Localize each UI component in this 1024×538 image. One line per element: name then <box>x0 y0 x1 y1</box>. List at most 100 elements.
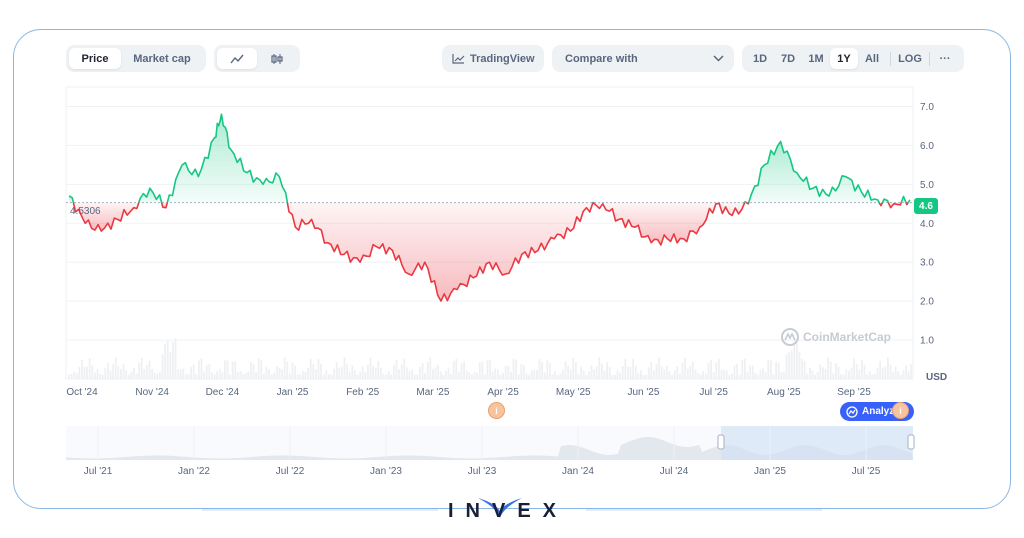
volume-bar <box>874 373 876 379</box>
log-toggle[interactable]: LOG <box>898 52 922 65</box>
volume-bar <box>159 372 161 379</box>
volume-bar <box>871 374 874 379</box>
volume-bar <box>296 374 299 379</box>
volume-bar <box>166 340 169 379</box>
volume-bar <box>725 370 728 379</box>
coinmarketcap-watermark: CoinMarketCap <box>781 328 891 346</box>
volume-bar <box>265 366 268 379</box>
volume-bar <box>343 357 346 379</box>
volume-bar <box>211 372 213 379</box>
volume-bar <box>876 367 879 379</box>
volume-bar <box>312 364 315 379</box>
range-all[interactable]: All <box>864 52 880 65</box>
volume-bar <box>686 368 689 379</box>
volume-bar <box>538 359 541 379</box>
divider <box>890 51 891 66</box>
volume-bar <box>827 357 829 379</box>
volume-bar <box>754 372 757 379</box>
volume-bar <box>842 374 845 379</box>
volume-bar <box>195 374 198 379</box>
volume-bar <box>858 369 861 379</box>
volume-bar <box>455 358 458 379</box>
event-marker-icon[interactable]: i <box>488 402 505 419</box>
area-below-reference <box>593 202 745 245</box>
line-chart-button[interactable] <box>217 48 257 69</box>
price-tab[interactable]: Price <box>69 48 121 69</box>
volume-bar <box>822 367 824 379</box>
volume-bar <box>497 369 499 379</box>
volume-bar <box>499 374 502 379</box>
x-tick-label: Aug '25 <box>767 387 801 398</box>
range-1m[interactable]: 1M <box>808 52 824 65</box>
volume-bar <box>244 373 247 379</box>
volume-bar <box>549 362 551 379</box>
volume-bar <box>174 338 177 379</box>
overview-selection <box>721 426 913 460</box>
volume-bar <box>468 372 471 379</box>
volume-bar <box>666 365 668 379</box>
volume-bar <box>650 362 653 379</box>
more-options-button[interactable]: ··· <box>939 52 951 65</box>
volume-bar <box>543 372 546 379</box>
volume-bar <box>731 373 733 379</box>
volume-bar <box>221 372 224 379</box>
volume-bar <box>161 354 164 379</box>
volume-bar <box>606 362 608 379</box>
chart-line-icon <box>452 54 465 64</box>
volume-bar <box>556 374 559 379</box>
volume-bar <box>127 374 130 379</box>
volume-bar <box>733 365 736 379</box>
volume-bar <box>569 369 572 379</box>
range-1d[interactable]: 1D <box>752 52 768 65</box>
marketcap-tab[interactable]: Market cap <box>133 52 191 65</box>
compare-select[interactable]: Compare with <box>552 45 734 72</box>
volume-bar <box>770 360 772 379</box>
volume-bar <box>494 368 497 379</box>
volume-bar <box>182 368 185 379</box>
volume-bar <box>203 371 205 379</box>
volume-bar <box>346 364 348 379</box>
tradingview-button[interactable]: TradingView <box>442 45 544 72</box>
line-below-reference <box>745 201 750 205</box>
volume-bar <box>621 366 624 379</box>
volume-bar <box>593 369 595 379</box>
range-7d[interactable]: 7D <box>780 52 796 65</box>
volume-bar <box>845 369 848 379</box>
volume-bar <box>122 364 125 379</box>
overview-navigator[interactable]: Jul '21 Jan '22 Jul '22 Jan '23 Jul '23 Jan '… <box>66 426 915 477</box>
volume-bar <box>231 361 234 379</box>
volume-bar <box>403 358 406 379</box>
x-tick-label: Jun '25 <box>627 387 659 398</box>
volume-bar <box>832 373 835 379</box>
volume-bar <box>291 362 294 379</box>
volume-bar <box>138 363 140 379</box>
volume-bar <box>528 374 530 379</box>
volume-bar <box>309 359 312 379</box>
volume-bar <box>632 358 634 379</box>
range-1y[interactable]: 1Y <box>830 48 858 69</box>
volume-bar <box>218 369 221 379</box>
event-marker-icon[interactable]: i <box>892 402 909 419</box>
overview-tick-label: Jul '23 <box>468 466 497 477</box>
volume-bar <box>512 358 515 379</box>
volume-bar <box>824 369 827 379</box>
volume-bar <box>692 361 694 379</box>
candle-chart-button[interactable] <box>257 48 297 69</box>
volume-bar <box>796 343 798 379</box>
volume-bar <box>658 357 660 379</box>
volume-bar <box>502 372 504 379</box>
volume-bar <box>473 372 476 379</box>
volume-bar <box>434 367 437 379</box>
volume-bar <box>715 362 718 379</box>
current-price-tag: 4.6 <box>914 198 938 214</box>
volume-bar <box>81 359 83 379</box>
brand-footer: INVEX <box>0 492 1024 532</box>
line-below-reference <box>160 202 169 209</box>
volume-bars <box>68 338 913 379</box>
volume-bar <box>179 369 182 379</box>
volume-bar <box>614 374 616 379</box>
volume-bar <box>465 370 468 379</box>
volume-bar <box>304 371 307 379</box>
volume-bar <box>330 374 333 379</box>
